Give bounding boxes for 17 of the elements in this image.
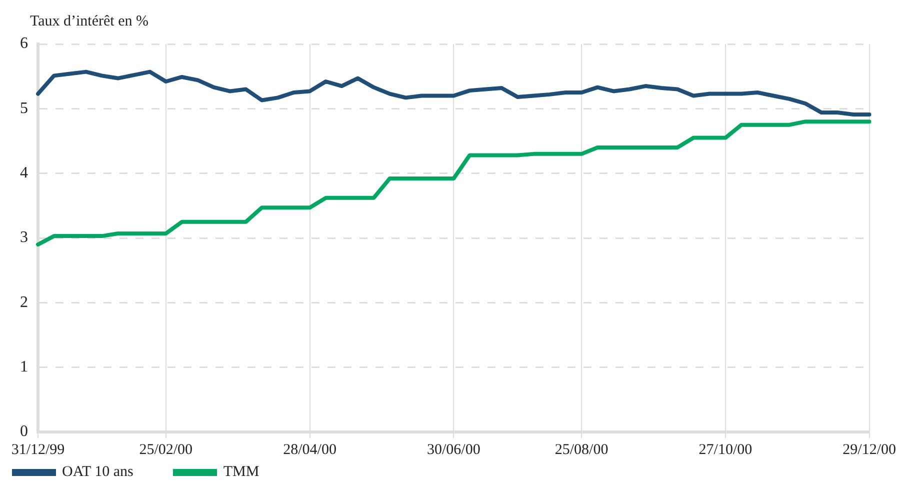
y-tick-label: 1: [20, 358, 28, 376]
x-tick-label: 25/02/00: [139, 442, 193, 458]
y-tick-label: 4: [20, 164, 28, 182]
y-tick-label: 2: [20, 294, 28, 311]
x-tick-label: 27/10/00: [698, 442, 752, 458]
x-tick-label: 28/04/00: [283, 442, 336, 458]
y-tick-label: 0: [20, 423, 28, 440]
legend-label: OAT 10 ans: [62, 464, 134, 481]
x-tick-label: 29/12/00: [842, 442, 896, 458]
y-tick-label: 6: [20, 35, 28, 52]
y-axis-title: Taux d’intérêt en %: [30, 13, 148, 30]
y-tick-label: 3: [20, 229, 28, 246]
x-tick-label: 30/06/00: [426, 442, 480, 458]
x-tick-label: 31/12/99: [11, 442, 65, 458]
x-tick-label: 25/08/00: [554, 442, 608, 458]
y-tick-label: 5: [20, 100, 28, 117]
legend-label: TMM: [223, 464, 260, 481]
